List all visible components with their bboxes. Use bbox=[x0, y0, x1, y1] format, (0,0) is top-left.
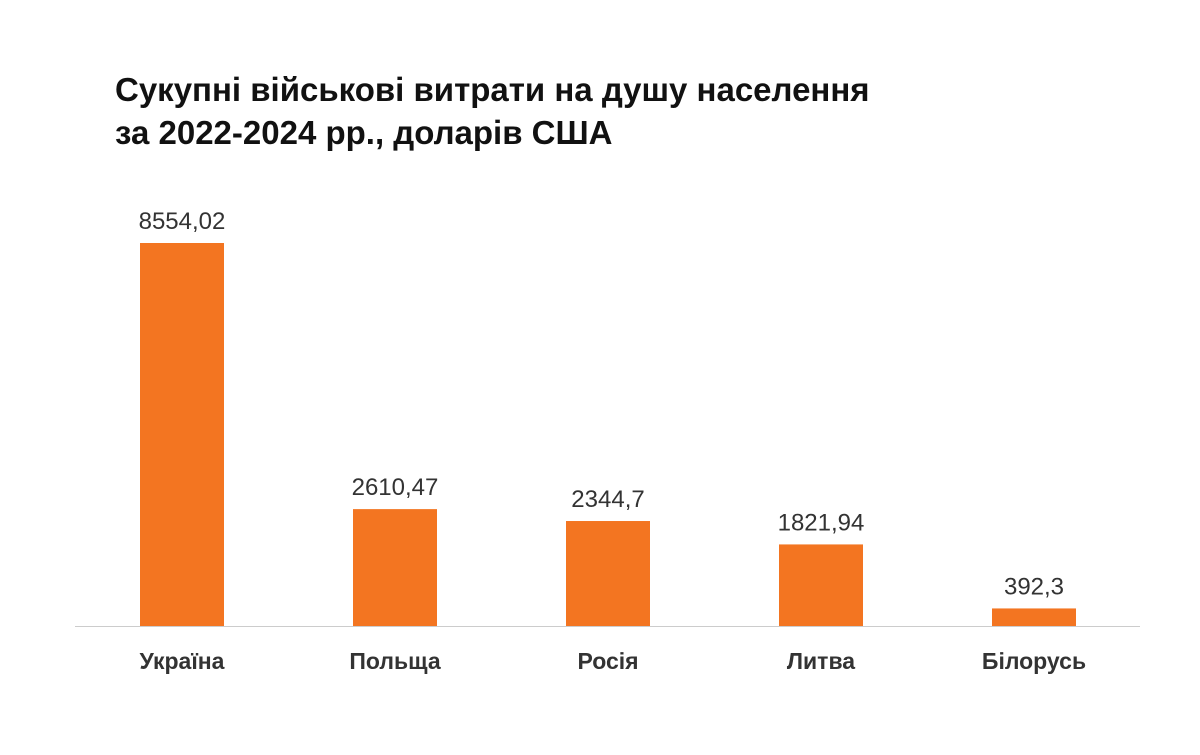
bar-4 bbox=[992, 608, 1076, 626]
value-label-3: 1821,94 bbox=[778, 509, 865, 536]
category-label-2: Росія bbox=[577, 648, 638, 674]
chart-title: Сукупні військові витрати на душу населе… bbox=[115, 68, 1115, 154]
category-label-1: Польща bbox=[349, 648, 440, 674]
value-label-0: 8554,02 bbox=[139, 208, 226, 235]
chart-title-line-2: за 2022-2024 рр., доларів США bbox=[115, 114, 613, 151]
category-label-0: Україна bbox=[140, 648, 225, 674]
value-label-4: 392,3 bbox=[1004, 573, 1064, 600]
category-label-3: Литва bbox=[787, 648, 855, 674]
bar-3 bbox=[779, 544, 863, 626]
bar-0 bbox=[140, 243, 224, 626]
bar-1 bbox=[353, 509, 437, 626]
bar-2 bbox=[566, 521, 650, 626]
chart-title-line-1: Сукупні військові витрати на душу населе… bbox=[115, 71, 870, 108]
value-label-2: 2344,7 bbox=[571, 486, 644, 513]
value-label-1: 2610,47 bbox=[352, 474, 439, 501]
category-label-4: Білорусь bbox=[982, 648, 1086, 674]
